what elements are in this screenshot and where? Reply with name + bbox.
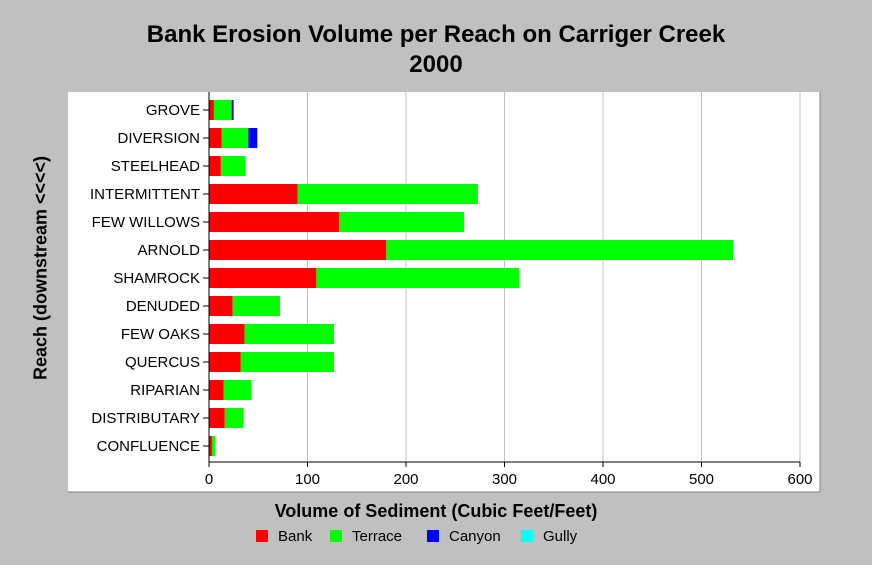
bar-terrace-diversion (221, 128, 249, 148)
y-tick-label: ARNOLD (137, 242, 200, 259)
x-tick-label: 300 (492, 471, 517, 488)
legend-swatch-bank (256, 530, 268, 542)
bar-bank-arnold (209, 240, 387, 260)
y-tick-label: RIPARIAN (130, 382, 200, 399)
y-tick-label: INTERMITTENT (90, 186, 200, 203)
bar-bank-steelhead (209, 156, 221, 176)
bar-bank-grove (209, 100, 214, 120)
bar-terrace-grove (213, 100, 232, 120)
bar-bank-riparian (209, 380, 224, 400)
legend-label-gully: Gully (543, 527, 578, 545)
bar-canyon-diversion (248, 128, 258, 148)
bar-terrace-riparian (223, 380, 252, 400)
legend-swatch-gully (521, 530, 533, 542)
y-tick-label: CONFLUENCE (97, 438, 200, 455)
chart-subtitle: 2000 (409, 51, 463, 78)
y-tick-label: DENUDED (126, 298, 200, 315)
bar-bank-intermittent (209, 184, 298, 204)
x-tick-label: 400 (590, 471, 615, 488)
y-tick-label: DIVERSION (117, 130, 200, 147)
bar-terrace-intermittent (297, 184, 478, 204)
legend-item-terrace: Terrace (330, 527, 402, 545)
bar-bank-diversion (209, 128, 222, 148)
bar-terrace-quercus (240, 352, 335, 372)
x-tick-label: 100 (295, 471, 320, 488)
bar-terrace-steelhead (220, 156, 246, 176)
legend-item-gully: Gully (521, 527, 577, 545)
bar-bank-distributary (209, 408, 225, 428)
bar-canyon-grove (231, 100, 234, 120)
y-tick-label: STEELHEAD (111, 158, 200, 175)
x-axis-label: Volume of Sediment (Cubic Feet/Feet) (274, 501, 598, 521)
y-tick-label: GROVE (146, 102, 200, 119)
legend-swatch-terrace (330, 530, 342, 542)
chart-title: Bank Erosion Volume per Reach on Carrige… (146, 21, 726, 48)
x-tick-label: 600 (787, 471, 812, 488)
bar-terrace-few-oaks (244, 324, 335, 344)
bar-terrace-shamrock (316, 268, 520, 288)
bar-bank-few-oaks (209, 324, 245, 344)
y-tick-label: FEW WILLOWS (92, 214, 200, 231)
bar-bank-confluence (209, 436, 212, 456)
x-tick-label: 0 (205, 471, 213, 488)
x-tick-label: 500 (689, 471, 714, 488)
bar-terrace-arnold (386, 240, 734, 260)
legend-label-canyon: Canyon (449, 527, 501, 545)
x-tick-label: 200 (393, 471, 418, 488)
bar-bank-denuded (209, 296, 233, 316)
y-tick-label: FEW OAKS (121, 326, 200, 343)
legend-item-bank: Bank (256, 527, 312, 545)
bar-bank-quercus (209, 352, 241, 372)
legend-label-bank: Bank (278, 527, 313, 545)
bar-terrace-confluence (211, 436, 215, 456)
bar-terrace-denuded (232, 296, 280, 316)
legend-label-terrace: Terrace (352, 527, 403, 545)
y-tick-label: SHAMROCK (113, 270, 200, 287)
legend-item-canyon: Canyon (427, 527, 501, 545)
plot-background (68, 92, 820, 492)
bar-terrace-few-willows (339, 212, 465, 232)
y-tick-label: QUERCUS (125, 354, 200, 371)
y-tick-label: DISTRIBUTARY (91, 410, 200, 427)
bar-bank-few-willows (209, 212, 340, 232)
y-axis-label: Reach (downstream <<<<) (30, 155, 51, 381)
bar-bank-shamrock (209, 268, 317, 288)
legend-swatch-canyon (427, 530, 439, 542)
bar-terrace-distributary (224, 408, 244, 428)
